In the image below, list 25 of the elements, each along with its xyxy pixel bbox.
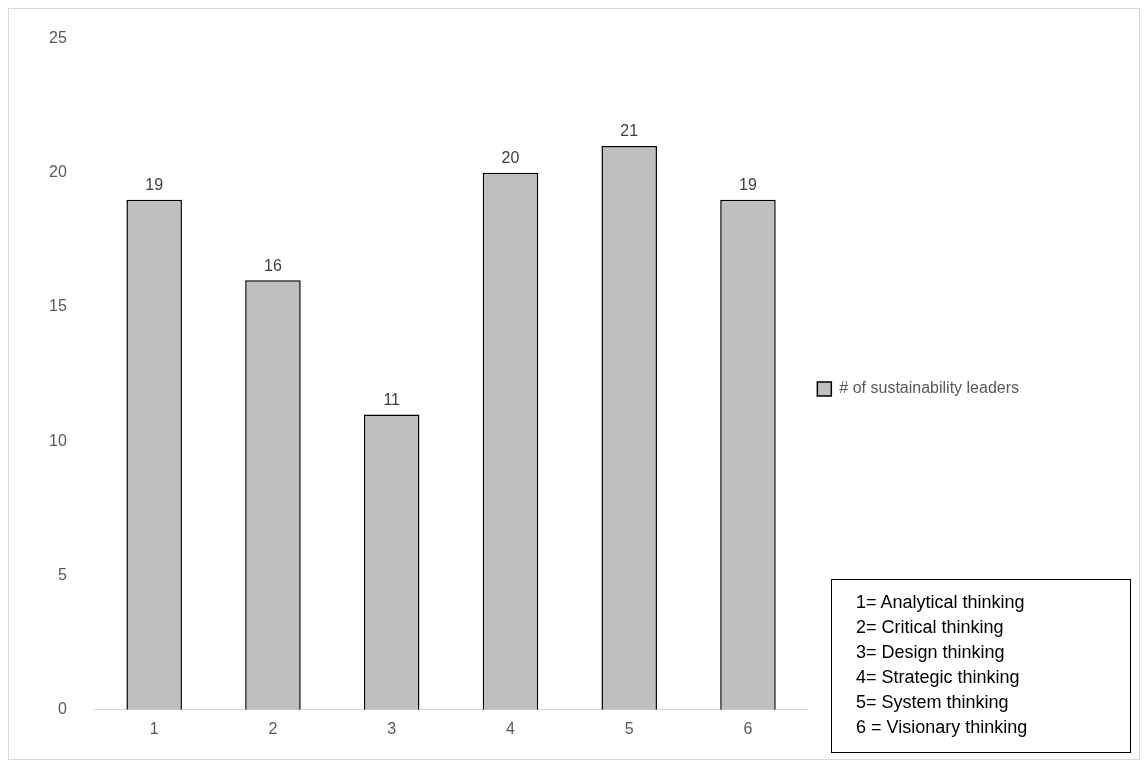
y-tick-label: 20 [49, 163, 67, 181]
text: 2= Critical thinking [856, 616, 1005, 639]
x-tick-label: 4 [506, 719, 515, 737]
x-tick-label: 5 [624, 719, 634, 737]
y-tick-label: 0 [57, 700, 67, 718]
x-tick-label: 2 [268, 719, 278, 737]
text: 1= Analytical thinking [856, 591, 1026, 614]
x-tick-label: 1 [149, 719, 159, 737]
data-label: 20 [501, 149, 520, 167]
data-label: 19 [145, 176, 164, 194]
legend-label: # of sustainability leaders [839, 379, 1019, 397]
text: 3= Design thinking [856, 641, 1006, 664]
text: 5= System thinking [856, 691, 1010, 714]
y-tick-label: 25 [49, 29, 67, 47]
x-tick-label: 6 [743, 719, 753, 737]
data-label: 16 [264, 256, 282, 274]
data-label: 11 [383, 390, 401, 408]
y-tick-label: 15 [49, 297, 67, 315]
text: 4= Strategic thinking [856, 666, 1021, 689]
y-tick-label: 5 [57, 565, 67, 583]
y-tick-label: 10 [49, 431, 67, 449]
data-label: 19 [739, 176, 757, 194]
x-tick-label: 3 [387, 719, 397, 737]
text: 6 = Visionary thinking [856, 716, 1029, 739]
data-label: 21 [620, 122, 639, 140]
